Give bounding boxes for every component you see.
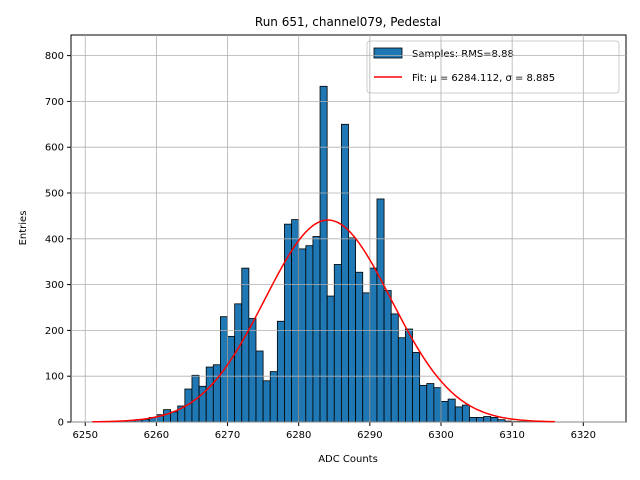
histogram-bar bbox=[326, 295, 335, 423]
histogram-bar bbox=[412, 351, 421, 423]
x-tick-label: 6300 bbox=[428, 430, 453, 441]
histogram-bar bbox=[212, 364, 221, 423]
histogram-bar bbox=[447, 398, 456, 423]
y-tick-label: 200 bbox=[45, 326, 64, 337]
legend-samples-label: Samples: RMS=8.88 bbox=[412, 49, 514, 60]
y-tick-label: 100 bbox=[45, 372, 64, 383]
histogram-bar bbox=[241, 267, 250, 423]
y-tick-label: 400 bbox=[45, 234, 64, 245]
histogram-bar bbox=[163, 409, 172, 423]
grid bbox=[71, 35, 626, 423]
x-axis-ticks: 6250 6260 6270 6280 6290 6300 6310 6320 bbox=[73, 422, 596, 441]
x-tick-label: 6250 bbox=[73, 430, 98, 441]
histogram-bar bbox=[355, 271, 364, 423]
histogram-bar bbox=[227, 335, 236, 423]
y-tick-label: 0 bbox=[58, 418, 64, 429]
histogram-bar bbox=[255, 350, 264, 423]
histogram-bar bbox=[490, 417, 499, 423]
histogram-bar bbox=[476, 417, 485, 423]
histogram-bar bbox=[383, 290, 392, 423]
legend-fit-label: Fit: μ = 6284.112, σ = 8.885 bbox=[412, 73, 555, 84]
x-tick-label: 6270 bbox=[215, 430, 240, 441]
histogram-bar bbox=[369, 267, 378, 423]
histogram-bar bbox=[469, 417, 477, 423]
histogram-bar bbox=[276, 320, 285, 423]
histogram-bar bbox=[305, 245, 314, 423]
y-tick-label: 500 bbox=[45, 189, 64, 200]
chart-title: Run 651, channel079, Pedestal bbox=[255, 15, 441, 29]
histogram-bar bbox=[340, 123, 349, 423]
fit-curve bbox=[92, 219, 555, 423]
histogram-bar bbox=[454, 406, 463, 423]
fit-curve-layer bbox=[92, 219, 555, 423]
y-tick-label: 800 bbox=[45, 51, 64, 62]
y-axis-ticks: 0 100 200 300 400 500 600 700 800 bbox=[45, 51, 71, 429]
x-tick-label: 6260 bbox=[144, 430, 169, 441]
y-axis-label: Entries bbox=[18, 211, 29, 246]
histogram-bar bbox=[170, 411, 179, 423]
histogram-bar bbox=[405, 328, 413, 423]
x-tick-label: 6320 bbox=[571, 430, 596, 441]
histogram-bar bbox=[376, 198, 385, 423]
x-axis-label: ADC Counts bbox=[318, 454, 378, 465]
histogram-bar bbox=[333, 264, 342, 423]
histogram-bar bbox=[426, 383, 435, 423]
y-tick-label: 600 bbox=[45, 143, 64, 154]
histogram-bar bbox=[483, 416, 492, 423]
legend-bar-swatch bbox=[373, 47, 403, 59]
histogram-bar bbox=[433, 387, 442, 423]
legend-box bbox=[366, 40, 620, 94]
histogram-bar bbox=[298, 248, 307, 423]
histogram-bar bbox=[234, 303, 243, 423]
histogram-bar bbox=[397, 337, 406, 423]
y-tick-label: 700 bbox=[45, 97, 64, 108]
y-tick-label: 300 bbox=[45, 280, 64, 291]
histogram-bar bbox=[205, 366, 214, 423]
histogram-bar bbox=[262, 380, 271, 423]
x-tick-label: 6280 bbox=[286, 430, 311, 441]
histogram-bar bbox=[312, 236, 321, 423]
histogram-bars bbox=[106, 85, 534, 423]
x-tick-label: 6290 bbox=[357, 430, 382, 441]
histogram-bar bbox=[419, 384, 428, 423]
histogram-bar bbox=[269, 371, 278, 423]
histogram-bar bbox=[348, 237, 357, 423]
histogram-bar bbox=[461, 404, 470, 423]
x-tick-label: 6310 bbox=[499, 430, 524, 441]
histogram-bar bbox=[440, 400, 449, 423]
histogram-bar bbox=[362, 292, 371, 423]
legend: Samples: RMS=8.88 Fit: μ = 6284.112, σ =… bbox=[366, 40, 620, 94]
histogram-bar bbox=[248, 318, 257, 423]
histogram-bar bbox=[319, 85, 328, 423]
